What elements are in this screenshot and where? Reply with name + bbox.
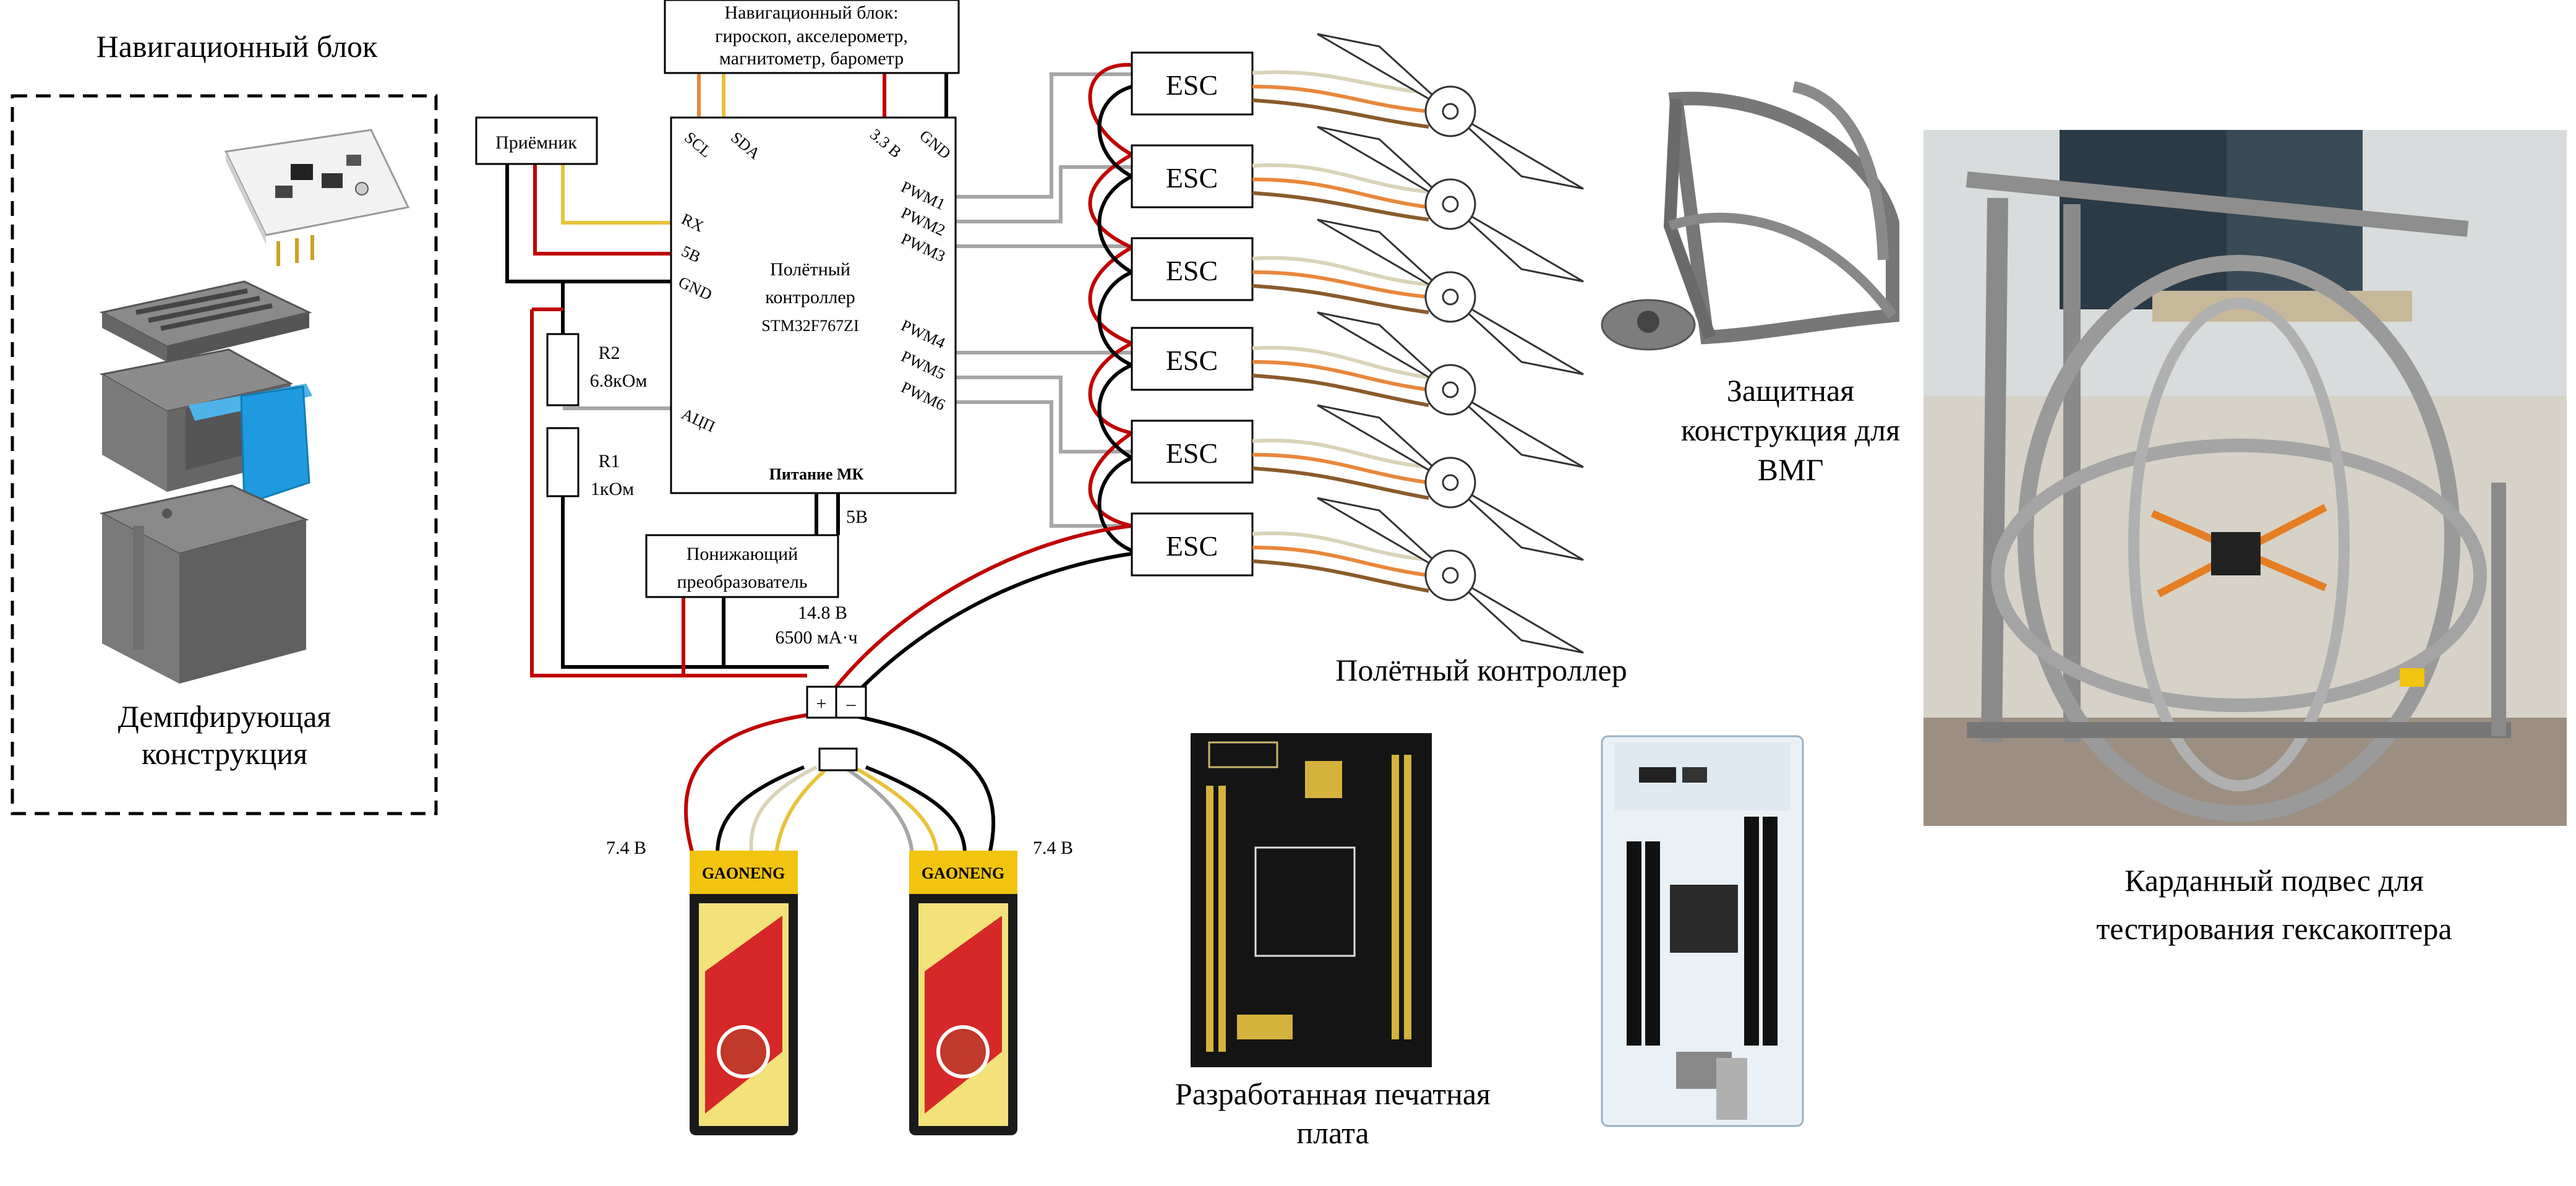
svg-text:гироскоп, акселерометр,: гироскоп, акселерометр, bbox=[715, 26, 908, 46]
step-down-converter: Понижающий преобразователь bbox=[645, 534, 839, 598]
propeller-2 bbox=[1317, 126, 1584, 283]
battery-left: GAONENG bbox=[690, 851, 798, 1135]
svg-text:ESC: ESC bbox=[1166, 530, 1218, 562]
prop-guard-caption-line3: ВМГ bbox=[1758, 452, 1824, 487]
esc-5: ESC bbox=[1131, 419, 1254, 484]
flight-controller-box: Полётный контроллер STM32F767ZI Питание … bbox=[670, 116, 957, 494]
svg-text:магнитометр, барометр: магнитометр, барометр bbox=[719, 48, 904, 69]
svg-text:GAONENG: GAONENG bbox=[702, 864, 785, 882]
pcb-caption-line1: Разработанная печатная bbox=[1175, 1076, 1491, 1111]
damping-lid bbox=[99, 280, 312, 362]
svg-text:Навигационный блок:: Навигационный блок: bbox=[724, 2, 898, 23]
resistor-r1: R1 1кОм bbox=[546, 427, 634, 499]
damping-blue-clip bbox=[189, 384, 312, 506]
svg-text:6.8кОм: 6.8кОм bbox=[590, 371, 648, 391]
esc-6: ESC bbox=[1131, 512, 1254, 577]
svg-text:R2: R2 bbox=[598, 343, 620, 363]
designed-pcb bbox=[1191, 733, 1432, 1067]
damping-caption-line1: Демпфирующая bbox=[118, 699, 332, 734]
schematic-wires bbox=[505, 62, 1137, 854]
flight-controller-caption: Полётный контроллер bbox=[1335, 653, 1627, 687]
nav-block-caption: Навигационный блок bbox=[96, 29, 378, 64]
motor-leads bbox=[1252, 70, 1429, 593]
svg-text:Полётный: Полётный bbox=[770, 259, 850, 280]
damping-base-housing bbox=[99, 484, 309, 684]
prop-guard-render bbox=[1601, 81, 1899, 351]
nucleo-board bbox=[1601, 735, 1804, 1127]
svg-text:ESC: ESC bbox=[1166, 69, 1218, 101]
battery-connector: + – bbox=[806, 685, 867, 719]
esc-2: ESC bbox=[1131, 144, 1254, 208]
svg-text:ESC: ESC bbox=[1166, 345, 1218, 376]
resistor-r2: R2 6.8кОм bbox=[546, 333, 648, 406]
nav-sensor-board bbox=[224, 129, 410, 266]
receiver-box: Приёмник bbox=[475, 116, 598, 165]
gimbal-caption-line1: Карданный подвес для bbox=[2125, 863, 2424, 898]
svg-text:–: – bbox=[846, 694, 857, 714]
propeller-3 bbox=[1317, 218, 1584, 376]
balance-connector bbox=[818, 747, 858, 771]
svg-text:GAONENG: GAONENG bbox=[922, 864, 1004, 882]
battery-right: GAONENG bbox=[909, 851, 1017, 1135]
propeller-1 bbox=[1317, 33, 1584, 190]
svg-text:ESC: ESC bbox=[1166, 255, 1218, 286]
svg-text:R1: R1 bbox=[598, 451, 620, 471]
cell-left-voltage: 7.4 В bbox=[606, 838, 646, 858]
gimbal-caption-line2: тестирования гексакоптера bbox=[2096, 911, 2452, 946]
svg-text:преобразователь: преобразователь bbox=[677, 572, 807, 592]
svg-text:Питание МК: Питание МК bbox=[769, 465, 864, 483]
esc-1: ESC bbox=[1131, 51, 1254, 116]
svg-text:ESC: ESC bbox=[1166, 162, 1218, 194]
svg-text:+: + bbox=[816, 694, 827, 714]
propeller-5 bbox=[1317, 404, 1584, 561]
damping-caption-line2: конструкция bbox=[142, 736, 307, 771]
esc-3: ESC bbox=[1131, 237, 1254, 301]
damping-dashed-frame bbox=[11, 94, 438, 815]
svg-text:контроллер: контроллер bbox=[765, 287, 855, 307]
svg-text:1кОм: 1кОм bbox=[591, 479, 634, 499]
svg-text:STM32F767ZI: STM32F767ZI bbox=[761, 317, 858, 335]
esc-4: ESC bbox=[1131, 327, 1254, 391]
svg-text:Приёмник: Приёмник bbox=[495, 132, 577, 153]
svg-text:Понижающий: Понижающий bbox=[687, 544, 798, 564]
nav-block-box: Навигационный блок: гироскоп, акселероме… bbox=[664, 0, 960, 74]
svg-text:ESC: ESC bbox=[1166, 437, 1218, 469]
cell-right-voltage: 7.4 В bbox=[1033, 838, 1073, 858]
pcb-caption-line2: плата bbox=[1296, 1115, 1369, 1150]
gimbal-photo bbox=[1923, 130, 2567, 826]
prop-guard-caption-line2: конструкция для bbox=[1681, 413, 1900, 447]
prop-guard-caption-line1: Защитная bbox=[1727, 373, 1854, 408]
propeller-4 bbox=[1317, 311, 1584, 468]
battery-capacity: 6500 мА·ч bbox=[775, 627, 857, 648]
battery-voltage: 14.8 В bbox=[798, 603, 847, 623]
converter-5v-label: 5В bbox=[846, 507, 868, 527]
propeller-6 bbox=[1317, 497, 1584, 654]
